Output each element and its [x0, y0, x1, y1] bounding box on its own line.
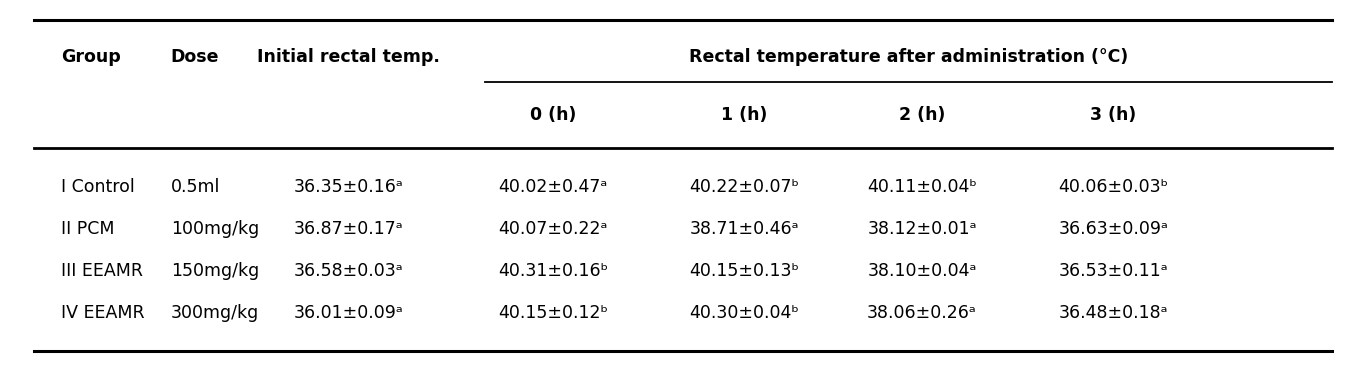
Text: 3 (h): 3 (h) — [1090, 106, 1137, 124]
Text: 36.58±0.03ᵃ: 36.58±0.03ᵃ — [294, 262, 403, 280]
Text: 0.5ml: 0.5ml — [171, 178, 220, 196]
Text: 36.63±0.09ᵃ: 36.63±0.09ᵃ — [1059, 220, 1168, 238]
Text: 36.53±0.11ᵃ: 36.53±0.11ᵃ — [1059, 262, 1168, 280]
Text: 40.22±0.07ᵇ: 40.22±0.07ᵇ — [690, 178, 799, 196]
Text: Initial rectal temp.: Initial rectal temp. — [257, 48, 440, 66]
Text: 36.01±0.09ᵃ: 36.01±0.09ᵃ — [294, 304, 403, 322]
Text: Group: Group — [61, 48, 122, 66]
Text: 40.15±0.13ᵇ: 40.15±0.13ᵇ — [690, 262, 799, 280]
Text: Rectal temperature after administration (°C): Rectal temperature after administration … — [688, 48, 1128, 66]
Text: 40.07±0.22ᵃ: 40.07±0.22ᵃ — [499, 220, 608, 238]
Text: 2 (h): 2 (h) — [899, 106, 945, 124]
Text: 38.12±0.01ᵃ: 38.12±0.01ᵃ — [867, 220, 977, 238]
Text: 1 (h): 1 (h) — [721, 106, 768, 124]
Text: IV EEAMR: IV EEAMR — [61, 304, 145, 322]
Text: 40.30±0.04ᵇ: 40.30±0.04ᵇ — [690, 304, 799, 322]
Text: 40.15±0.12ᵇ: 40.15±0.12ᵇ — [499, 304, 608, 322]
Text: II PCM: II PCM — [61, 220, 115, 238]
Text: 36.35±0.16ᵃ: 36.35±0.16ᵃ — [294, 178, 403, 196]
Text: 40.06±0.03ᵇ: 40.06±0.03ᵇ — [1059, 178, 1168, 196]
Text: 38.06±0.26ᵃ: 38.06±0.26ᵃ — [867, 304, 977, 322]
Text: 300mg/kg: 300mg/kg — [171, 304, 260, 322]
Text: 38.10±0.04ᵃ: 38.10±0.04ᵃ — [867, 262, 977, 280]
Text: 36.48±0.18ᵃ: 36.48±0.18ᵃ — [1059, 304, 1168, 322]
Text: 150mg/kg: 150mg/kg — [171, 262, 260, 280]
Text: 40.11±0.04ᵇ: 40.11±0.04ᵇ — [867, 178, 977, 196]
Text: Dose: Dose — [171, 48, 220, 66]
Text: 100mg/kg: 100mg/kg — [171, 220, 260, 238]
Text: 40.31±0.16ᵇ: 40.31±0.16ᵇ — [499, 262, 608, 280]
Text: I Control: I Control — [61, 178, 135, 196]
Text: 0 (h): 0 (h) — [530, 106, 576, 124]
Text: 40.02±0.47ᵃ: 40.02±0.47ᵃ — [499, 178, 608, 196]
Text: 38.71±0.46ᵃ: 38.71±0.46ᵃ — [690, 220, 799, 238]
Text: III EEAMR: III EEAMR — [61, 262, 143, 280]
Text: 36.87±0.17ᵃ: 36.87±0.17ᵃ — [294, 220, 403, 238]
